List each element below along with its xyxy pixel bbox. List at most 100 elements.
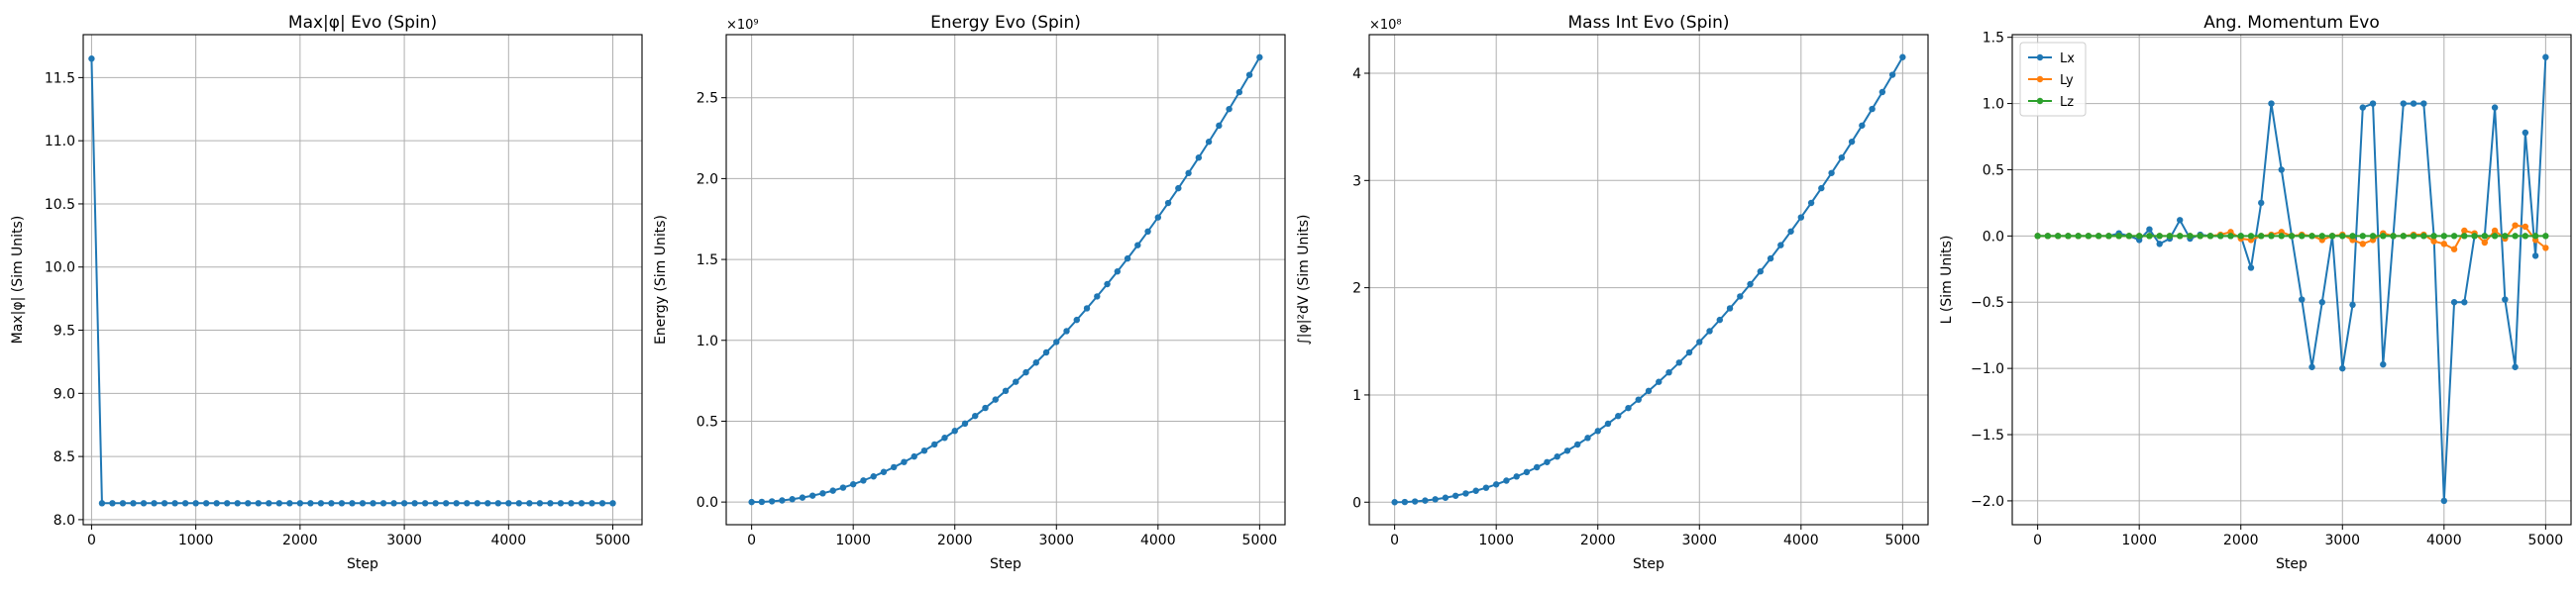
x-tick-label: 3000 [1038,533,1074,548]
data-point [748,498,755,506]
data-point [2308,233,2315,240]
data-point [1737,293,1744,300]
x-tick-label: 0 [1390,533,1399,548]
data-point [2440,497,2448,505]
data-point [2237,233,2244,240]
data-point [1513,473,1520,480]
legend-label: Lx [2060,51,2075,66]
y-tick-label: 9.0 [54,386,75,402]
y-axis-label: Energy (Sim Units) [653,215,669,345]
data-point [1665,368,1672,376]
data-point [359,500,367,507]
data-point [2206,233,2214,240]
data-point [2461,233,2468,240]
data-point [2034,233,2041,240]
data-point [992,396,999,403]
data-point [1716,316,1723,324]
y-tick-label: 2.5 [697,91,718,107]
data-point [1164,199,1172,207]
data-point [1083,305,1091,312]
data-point [1869,105,1876,113]
data-point [2166,233,2174,240]
data-point [1767,254,1774,262]
plot-frame [2011,34,2572,526]
data-point [2522,233,2529,240]
data-point [547,500,554,507]
y-tick-label: 11.0 [45,134,75,149]
data-point [1114,268,1122,275]
data-point [1185,169,1192,177]
data-point [2227,233,2234,240]
data-point [464,500,471,507]
grid [83,35,642,525]
data-point [1094,293,1101,300]
data-point [2115,233,2122,240]
data-point [1422,497,1429,504]
y-tick-label: 9.5 [54,324,75,340]
data-point [2450,299,2458,306]
data-point [171,500,178,507]
data-point [2450,233,2458,240]
y-tick-label: 8.0 [54,513,75,529]
series-line [1394,56,1904,504]
y-tick-label: 1.5 [697,252,718,268]
data-point [1053,339,1060,346]
data-point [2400,233,2407,240]
data-point [2075,233,2082,240]
data-point [2278,233,2285,240]
data-point [1175,184,1182,192]
legend-label: Lz [2060,95,2074,110]
chart-title: Ang. Momentum Evo [2203,13,2379,33]
data-point [982,404,989,412]
data-point [1195,154,1203,161]
data-point [2349,301,2356,309]
data-point [2369,233,2377,240]
y-tick-label: 10.0 [45,260,75,276]
legend-label: Ly [2060,73,2074,88]
data-point [2054,233,2062,240]
data-point [2491,233,2499,240]
grid [2012,35,2571,525]
data-point [1032,359,1039,366]
y-axis-label: Max|φ| (Sim Units) [10,216,26,345]
data-point [338,500,346,507]
chart-title: Max|φ| Evo (Spin) [288,13,437,33]
data-point [2400,100,2407,107]
x-tick-label: 2000 [2223,533,2259,548]
data-point [2339,233,2346,240]
data-point [1797,214,1805,221]
data-point [2430,233,2437,240]
data-point [1073,316,1080,324]
data-point [1645,387,1653,395]
data-point [1534,463,1541,471]
data-point [2461,227,2468,235]
y-tick-label: 0.5 [697,414,718,430]
data-point [2135,233,2143,240]
data-point [2146,226,2153,233]
data-point [951,428,958,435]
data-point [1503,477,1510,484]
data-point [130,500,137,507]
data-point [2542,245,2549,251]
data-point [2491,104,2499,111]
data-point [1747,280,1754,288]
data-point [286,500,293,507]
data-point [941,435,948,442]
x-tick-label: 5000 [595,533,631,548]
data-point [2420,233,2427,240]
data-point [515,500,523,507]
data-point [758,498,766,506]
data-point [494,500,501,507]
data-point [2359,104,2366,111]
data-point [1245,71,1253,78]
y-tick-label: 11.5 [45,70,75,86]
data-point [1615,413,1622,420]
data-point [2105,233,2112,240]
data-point [213,500,220,507]
data-point [1134,242,1141,248]
data-point [2308,363,2315,370]
legend-box [2019,42,2087,117]
data-point [2278,166,2285,173]
x-tick-label: 2000 [937,533,973,548]
y-tick-label: 8.5 [54,449,75,465]
